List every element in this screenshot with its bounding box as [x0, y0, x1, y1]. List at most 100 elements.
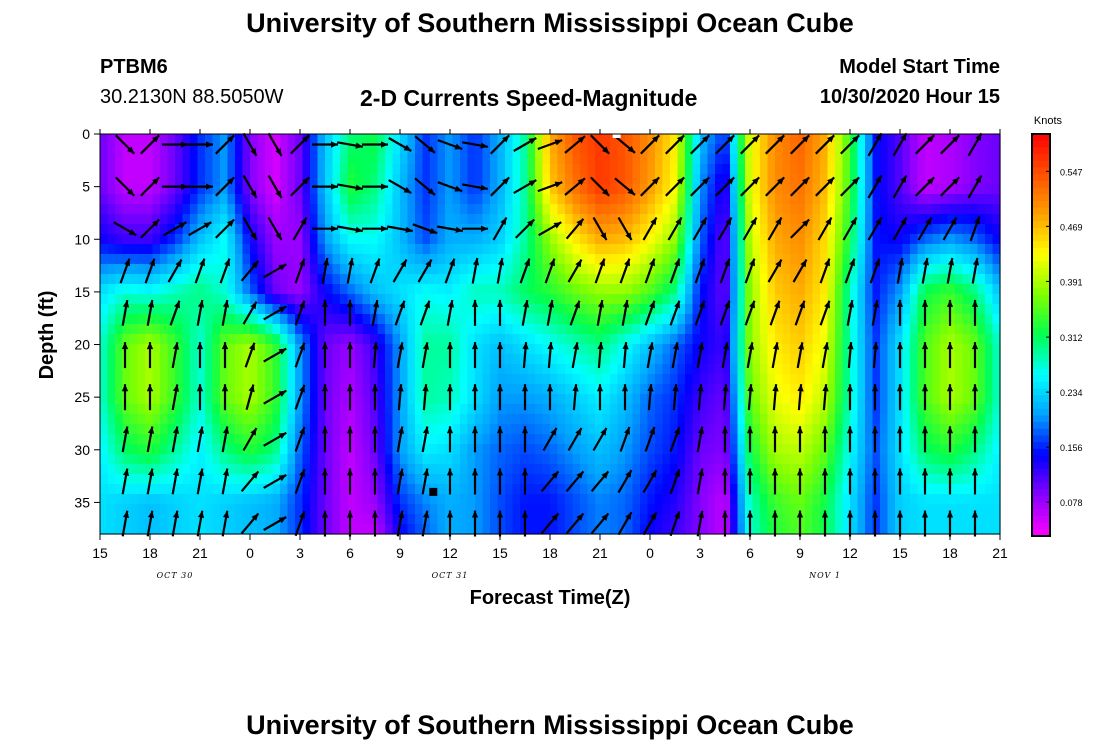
heatmap-cell	[190, 514, 199, 525]
heatmap-cell	[985, 414, 994, 425]
heatmap-cell	[722, 504, 731, 515]
heatmap-cell	[730, 204, 739, 215]
heatmap-cell	[482, 274, 491, 285]
heatmap-cell	[430, 264, 439, 275]
heatmap-cell	[797, 134, 806, 145]
heatmap-cell	[535, 204, 544, 215]
heatmap-cell	[977, 424, 986, 435]
heatmap-cell	[850, 454, 859, 465]
heatmap-cell	[647, 374, 656, 385]
heatmap-cell	[805, 314, 814, 325]
heatmap-cell	[190, 454, 199, 465]
heatmap-cell	[985, 504, 994, 515]
heatmap-cell	[310, 364, 319, 375]
heatmap-cell	[632, 484, 641, 495]
heatmap-cell	[182, 314, 191, 325]
heatmap-cell	[617, 414, 626, 425]
heatmap-cell	[790, 204, 799, 215]
heatmap-cell	[722, 244, 731, 255]
heatmap-cell	[662, 264, 671, 275]
heatmap-cell	[100, 274, 109, 285]
heatmap-cell	[497, 134, 506, 145]
heatmap-cell	[535, 494, 544, 505]
heatmap-cell	[857, 244, 866, 255]
heatmap-cell	[677, 204, 686, 215]
heatmap-cell	[707, 444, 716, 455]
heatmap-cell	[505, 184, 514, 195]
heatmap-cell	[962, 404, 971, 415]
heatmap-cell	[535, 374, 544, 385]
heatmap-cell	[452, 484, 461, 495]
heatmap-cell	[415, 194, 424, 205]
heatmap-cell	[175, 244, 184, 255]
heatmap-cell	[617, 244, 626, 255]
heatmap-cell	[347, 514, 356, 525]
heatmap-cell	[160, 384, 169, 395]
heatmap-cell	[107, 164, 116, 175]
heatmap-cell	[797, 224, 806, 235]
heatmap-cell	[617, 514, 626, 525]
current-arrow	[590, 134, 610, 155]
heatmap-cell	[782, 284, 791, 295]
heatmap-cell	[317, 474, 326, 485]
heatmap-cell	[137, 154, 146, 165]
heatmap-cell	[242, 294, 251, 305]
heatmap-cell	[700, 414, 709, 425]
heatmap-cell	[782, 254, 791, 265]
heatmap-cell	[835, 294, 844, 305]
heatmap-cell	[137, 524, 146, 535]
heatmap-cell	[737, 284, 746, 295]
heatmap-cell	[722, 474, 731, 485]
heatmap-cell	[767, 404, 776, 415]
heatmap-cell	[325, 484, 334, 495]
heatmap-cell	[505, 234, 514, 245]
heatmap-cell	[280, 394, 289, 405]
heatmap-cell	[910, 164, 919, 175]
heatmap-cell	[947, 164, 956, 175]
heatmap-cell	[685, 164, 694, 175]
heatmap-cell	[197, 394, 206, 405]
heatmap-cell	[400, 514, 409, 525]
heatmap-cell	[190, 394, 199, 405]
heatmap-cell	[992, 364, 1001, 375]
heatmap-cell	[100, 434, 109, 445]
heatmap-cell	[917, 314, 926, 325]
heatmap-cell	[970, 414, 979, 425]
heatmap-cell	[662, 454, 671, 465]
heatmap-cell	[190, 294, 199, 305]
heatmap-cell	[985, 364, 994, 375]
heatmap-cell	[340, 314, 349, 325]
heatmap-cell	[302, 384, 311, 395]
heatmap-cell	[782, 274, 791, 285]
heatmap-cell	[572, 184, 581, 195]
heatmap-cell	[737, 214, 746, 225]
heatmap-cell	[145, 504, 154, 515]
heatmap-cell	[925, 354, 934, 365]
heatmap-cell	[400, 334, 409, 345]
heatmap-cell	[340, 284, 349, 295]
heatmap-cell	[940, 254, 949, 265]
heatmap-cell	[265, 254, 274, 265]
heatmap-cell	[512, 224, 521, 235]
heatmap-cell	[152, 484, 161, 495]
heatmap-cell	[437, 294, 446, 305]
heatmap-cell	[805, 204, 814, 215]
heatmap-cell	[977, 504, 986, 515]
heatmap-cell	[940, 374, 949, 385]
heatmap-cell	[595, 274, 604, 285]
heatmap-cell	[505, 364, 514, 375]
heatmap-cell	[760, 194, 769, 205]
heatmap-cell	[160, 414, 169, 425]
heatmap-cell	[505, 434, 514, 445]
heatmap-cell	[182, 524, 191, 535]
heatmap-cell	[317, 454, 326, 465]
heatmap-cell	[685, 234, 694, 245]
heatmap-cell	[377, 354, 386, 365]
heatmap-cell	[295, 174, 304, 185]
heatmap-cell	[302, 264, 311, 275]
heatmap-cell	[467, 484, 476, 495]
heatmap-cell	[205, 524, 214, 535]
heatmap-cell	[730, 354, 739, 365]
heatmap-cell	[625, 454, 634, 465]
heatmap-cell	[707, 224, 716, 235]
